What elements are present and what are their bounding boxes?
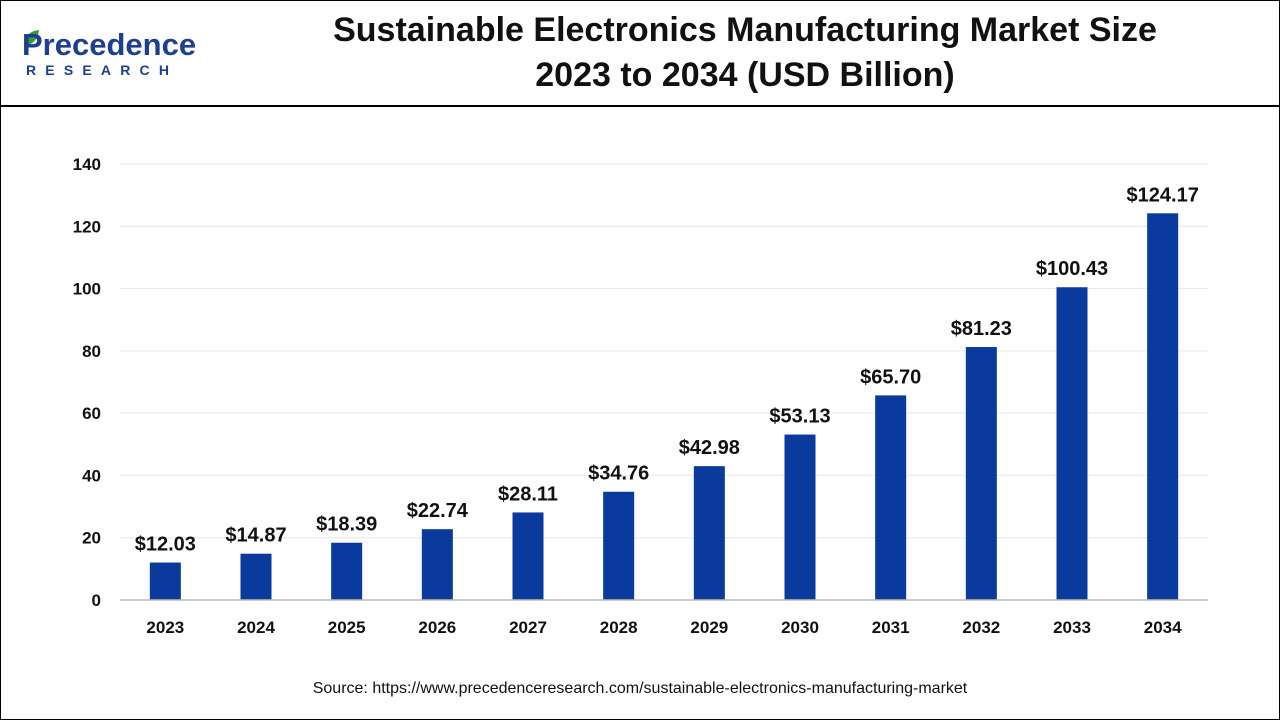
bar xyxy=(331,542,363,600)
bar xyxy=(875,395,907,600)
x-tick-label: 2026 xyxy=(418,618,456,637)
leaf-icon xyxy=(24,30,39,46)
y-tick-label: 0 xyxy=(92,591,101,610)
chart-title: Sustainable Electronics Manufacturing Ma… xyxy=(240,8,1250,98)
header: Precedence RESEARCH Sustainable Electron… xyxy=(0,0,1280,107)
logo-subtitle: RESEARCH xyxy=(26,62,179,78)
bar xyxy=(1147,213,1179,600)
y-tick-label: 40 xyxy=(82,466,101,485)
x-tick-label: 2033 xyxy=(1053,618,1091,637)
data-label: $124.17 xyxy=(1127,184,1199,206)
bar xyxy=(693,466,725,600)
bar xyxy=(240,553,272,600)
y-tick-label: 20 xyxy=(82,529,101,548)
x-tick-label: 2024 xyxy=(237,618,275,637)
data-label: $14.87 xyxy=(225,525,286,547)
x-tick-label: 2034 xyxy=(1144,618,1182,637)
source-note: Source: https://www.precedenceresearch.c… xyxy=(312,680,968,697)
data-label: $34.76 xyxy=(588,463,649,485)
y-tick-label: 140 xyxy=(73,155,101,174)
x-tick-label: 2027 xyxy=(509,618,547,637)
bar xyxy=(421,529,453,600)
y-tick-label: 80 xyxy=(82,342,101,361)
x-tick-label: 2030 xyxy=(781,618,819,637)
data-label: $65.70 xyxy=(860,366,921,388)
x-tick-label: 2028 xyxy=(600,618,638,637)
bar xyxy=(149,562,181,600)
x-tick-label: 2023 xyxy=(146,618,184,637)
data-label: $42.98 xyxy=(679,437,740,459)
y-tick-label: 120 xyxy=(73,217,101,236)
title-line-2: 2023 to 2034 (USD Billion) xyxy=(535,56,955,94)
data-label: $53.13 xyxy=(769,406,830,428)
logo-wordmark: Precedence xyxy=(22,27,197,62)
y-tick-label: 60 xyxy=(82,404,101,423)
data-label: $22.74 xyxy=(407,500,469,522)
data-label: $18.39 xyxy=(316,514,377,536)
bar xyxy=(965,347,997,600)
x-tick-label: 2032 xyxy=(962,618,1000,637)
bar xyxy=(1056,287,1088,600)
x-tick-label: 2025 xyxy=(328,618,366,637)
title-line-1: Sustainable Electronics Manufacturing Ma… xyxy=(333,11,1157,49)
brand-logo: Precedence RESEARCH xyxy=(22,28,212,88)
bar xyxy=(512,512,544,600)
data-label: $100.43 xyxy=(1036,258,1108,280)
x-tick-label: 2031 xyxy=(872,618,910,637)
y-tick-label: 100 xyxy=(73,280,101,299)
bar xyxy=(784,434,816,600)
x-tick-label: 2029 xyxy=(690,618,728,637)
data-label: $12.03 xyxy=(135,534,196,556)
bar xyxy=(603,491,635,600)
bar-chart: 0 20 40 60 80 100 120 140 $12.03 2023 $14.87 2024 $1… xyxy=(73,155,1208,637)
data-label: $81.23 xyxy=(951,318,1012,340)
data-label: $28.11 xyxy=(498,483,558,505)
